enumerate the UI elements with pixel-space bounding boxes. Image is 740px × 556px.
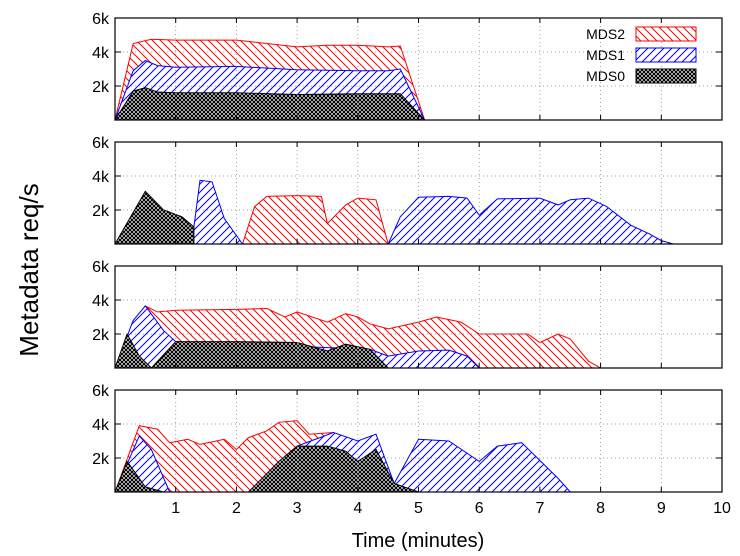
legend-swatch-mds1	[635, 47, 697, 63]
x-tick-label: 4	[353, 500, 362, 517]
panel-frame	[114, 389, 723, 493]
y-tick-label: 4k	[92, 45, 110, 62]
y-tick-label: 4k	[92, 169, 110, 186]
panel-0: 2k 4k 6k MDS2 MDS1 MDS0	[92, 11, 723, 121]
x-axis-label: Time (minutes)	[352, 530, 485, 552]
x-tick-label: 5	[414, 500, 423, 517]
y-tick-label: 6k	[92, 11, 110, 28]
legend: MDS2 MDS1 MDS0	[586, 26, 697, 84]
y-tick-label: 2k	[92, 203, 110, 220]
x-tick-label: 7	[535, 500, 544, 517]
legend-swatch-mds0	[635, 68, 697, 84]
area-mds0-panel-1	[114, 190, 195, 245]
panel-frame	[114, 141, 723, 245]
y-tick-label: 4k	[92, 293, 110, 310]
y-tick-label: 6k	[92, 383, 110, 400]
panel-2: 2k 4k 6k	[92, 259, 723, 369]
panel-3: 2k 4k 6k 1 2 3 4 5 6 7 8 9 10	[92, 383, 731, 517]
x-tick-label: 2	[232, 500, 241, 517]
legend-swatch-mds2	[635, 26, 697, 42]
x-tick-label: 9	[657, 500, 666, 517]
panel-frame	[114, 17, 723, 121]
x-tick-label: 6	[475, 500, 484, 517]
panel-frame	[114, 265, 723, 369]
y-tick-label: 2k	[92, 451, 110, 468]
panels-group: 2k 4k 6k MDS2 MDS1 MDS0 2k 4k 6k 2k 4k 6k 2k 4k 6k 1 2 3 4…	[92, 11, 731, 517]
area-mds2-panel-1	[241, 195, 389, 245]
y-tick-label: 2k	[92, 327, 110, 344]
legend-label-mds2: MDS2	[586, 26, 625, 42]
y-tick-label: 6k	[92, 259, 110, 276]
y-tick-label: 2k	[92, 79, 110, 96]
y-axis-label: Metadata req/s	[14, 183, 44, 356]
area-mds0-panel-3	[114, 445, 419, 493]
x-tick-label: 3	[293, 500, 302, 517]
x-tick-label: 1	[171, 500, 180, 517]
area-mds0-panel-2	[114, 332, 390, 369]
panel-1: 2k 4k 6k	[92, 135, 723, 245]
area-mds1-panel-1	[163, 179, 722, 245]
x-tick-label: 10	[713, 500, 731, 517]
legend-label-mds0: MDS0	[586, 68, 625, 84]
y-tick-label: 6k	[92, 135, 110, 152]
y-tick-label: 4k	[92, 417, 110, 434]
legend-label-mds1: MDS1	[586, 47, 625, 63]
x-tick-label: 8	[596, 500, 605, 517]
